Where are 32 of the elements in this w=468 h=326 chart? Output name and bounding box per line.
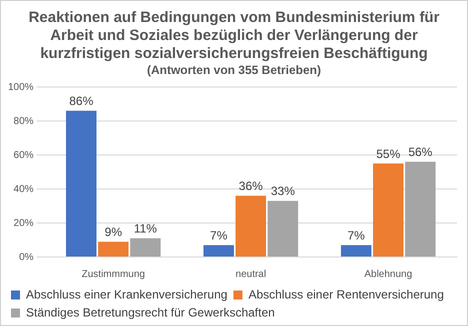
data-label: 33% <box>270 184 296 198</box>
bar <box>98 242 129 256</box>
y-tick-label: 20% <box>14 218 34 229</box>
y-tick-label: 60% <box>14 150 34 161</box>
bar <box>340 245 372 256</box>
y-tick-label: 0% <box>19 252 34 263</box>
y-tick-label: 100% <box>8 82 34 93</box>
bar <box>405 162 436 256</box>
legend-label: Abschluss einer Krankenversicherung <box>26 287 228 302</box>
x-tick-label: neutral <box>236 268 266 280</box>
data-label: 86% <box>69 94 94 108</box>
bar <box>130 238 161 256</box>
y-tick-label: 40% <box>14 184 34 195</box>
x-tick-label: Zustimmmung <box>82 268 145 280</box>
bar <box>236 196 266 256</box>
data-label: 7% <box>210 228 228 242</box>
data-label: 7% <box>348 228 366 242</box>
x-tick-label: Ablehnung <box>364 268 412 280</box>
bar <box>373 164 404 256</box>
bar <box>203 245 234 256</box>
legend-label: Abschluss einer Rentenversicherung <box>248 287 444 302</box>
bar <box>66 110 96 256</box>
data-label: 55% <box>376 146 401 161</box>
data-label: 11% <box>134 222 158 236</box>
data-label: 9% <box>104 225 122 240</box>
chart-subtitle: (Antworten von 355 Betrieben) <box>146 63 322 78</box>
y-tick-label: 80% <box>14 116 34 127</box>
chart-title: Reaktionen auf Bedingungen vom Bundesministerium für Arbeit und Soziales bezüglich der Verlängerung der kurzfristigen sozialversicherungsfreien Beschäftigung <box>28 9 440 63</box>
data-label: 36% <box>238 179 264 194</box>
bar <box>268 200 298 256</box>
legend-label: Ständiges Betretungsrecht für Gewerkschaften <box>26 305 275 320</box>
data-label: 56% <box>408 145 433 160</box>
